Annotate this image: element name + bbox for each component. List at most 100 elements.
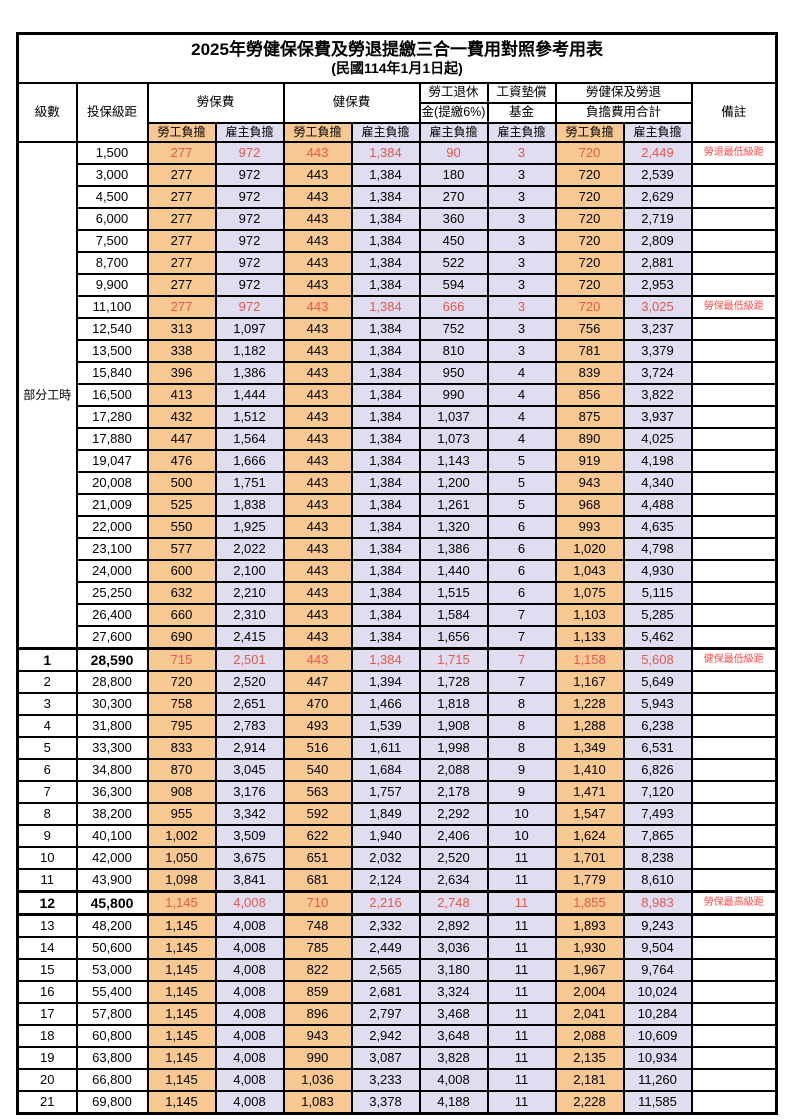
fund-employer-cell: 3	[486, 163, 557, 187]
total-worker-cell: 1,855	[554, 890, 625, 916]
total-employer-cell: 8,610	[622, 868, 693, 893]
table-row: 9 40,100 1,002 3,509 622 1,940 2,406 10 1,624 7,8…	[16, 824, 778, 848]
bracket-cell: 28,800	[75, 670, 149, 694]
total-employer-cell: 6,238	[622, 714, 693, 738]
health-worker-cell: 443	[282, 229, 353, 253]
health-employer-cell: 2,942	[350, 1024, 421, 1048]
fund-employer-cell: 8	[486, 692, 557, 716]
total-worker-cell: 839	[554, 361, 625, 385]
note-cell	[690, 361, 778, 385]
fund-employer-cell: 11	[486, 868, 557, 893]
bracket-cell: 63,800	[75, 1046, 149, 1070]
labor-employer-cell: 1,386	[214, 361, 285, 385]
fund-employer-cell: 10	[486, 802, 557, 826]
health-employer-cell: 1,384	[350, 295, 421, 319]
table-row: 2 28,800 720 2,520 447 1,394 1,728 7 1,167 5,649	[16, 670, 778, 694]
health-employer-cell: 1,384	[350, 625, 421, 650]
bracket-cell: 31,800	[75, 714, 149, 738]
fund-employer-cell: 6	[486, 515, 557, 539]
health-employer-cell: 1,466	[350, 692, 421, 716]
bracket-cell: 43,900	[75, 868, 149, 893]
health-employer-cell: 1,384	[350, 361, 421, 385]
bracket-cell: 17,880	[75, 427, 149, 451]
table-row: 4 31,800 795 2,783 493 1,539 1,908 8 1,288 6,238	[16, 714, 778, 738]
total-worker-cell: 2,135	[554, 1046, 625, 1070]
fund-employer-cell: 4	[486, 383, 557, 407]
health-worker-cell: 443	[282, 361, 353, 385]
health-employer-cell: 1,384	[350, 185, 421, 209]
health-employer-cell: 1,384	[350, 559, 421, 583]
health-employer-cell: 3,378	[350, 1090, 421, 1115]
health-worker-cell: 592	[282, 802, 353, 826]
fund-employer-cell: 7	[486, 603, 557, 627]
level-cell: 16	[16, 980, 78, 1004]
total-worker-cell: 2,181	[554, 1068, 625, 1092]
pension-employer-cell: 180	[418, 163, 489, 187]
pension-employer-cell: 522	[418, 251, 489, 275]
fund-employer-cell: 9	[486, 758, 557, 782]
pension-employer-cell: 3,828	[418, 1046, 489, 1070]
total-employer-cell: 5,943	[622, 692, 693, 716]
total-employer-cell: 4,488	[622, 493, 693, 517]
note-cell	[690, 273, 778, 297]
health-worker-cell: 563	[282, 780, 353, 804]
total-worker-cell: 1,410	[554, 758, 625, 782]
table-row: 18 60,800 1,145 4,008 943 2,942 3,648 11 2,088 10…	[16, 1024, 778, 1048]
health-worker-cell: 516	[282, 736, 353, 760]
header-level: 級數	[16, 82, 78, 143]
labor-employer-cell: 2,501	[214, 647, 285, 672]
labor-employer-cell: 1,182	[214, 339, 285, 363]
total-worker-cell: 1,103	[554, 603, 625, 627]
total-worker-cell: 720	[554, 185, 625, 209]
total-worker-cell: 720	[554, 141, 625, 165]
health-worker-cell: 443	[282, 163, 353, 187]
level-cell: 3	[16, 692, 78, 716]
bracket-cell: 27,600	[75, 625, 149, 650]
total-employer-cell: 5,649	[622, 670, 693, 694]
total-worker-cell: 720	[554, 251, 625, 275]
note-cell	[690, 846, 778, 870]
labor-employer-cell: 1,512	[214, 405, 285, 429]
health-employer-cell: 1,384	[350, 449, 421, 473]
labor-worker-cell: 632	[146, 581, 217, 605]
labor-employer-cell: 3,675	[214, 846, 285, 870]
total-worker-cell: 875	[554, 405, 625, 429]
labor-employer-cell: 4,008	[214, 1090, 285, 1115]
bracket-cell: 7,500	[75, 229, 149, 253]
labor-worker-cell: 833	[146, 736, 217, 760]
table-row: 21,009 525 1,838 443 1,384 1,261 5 968 4,488	[18, 493, 778, 517]
note-cell	[690, 958, 778, 982]
note-cell	[690, 714, 778, 738]
health-employer-cell: 1,384	[350, 339, 421, 363]
health-worker-cell: 443	[282, 581, 353, 605]
note-cell: 勞保最低級距	[690, 295, 778, 319]
table-row: 16 55,400 1,145 4,008 859 2,681 3,324 11 2,004 10…	[16, 980, 778, 1004]
total-employer-cell: 5,115	[622, 581, 693, 605]
header-wage-fund-line1: 工資墊償	[486, 82, 557, 104]
note-cell	[690, 980, 778, 1004]
fund-employer-cell: 8	[486, 714, 557, 738]
total-worker-cell: 720	[554, 295, 625, 319]
health-employer-cell: 2,681	[350, 980, 421, 1004]
labor-employer-cell: 2,415	[214, 625, 285, 650]
fund-employer-cell: 3	[486, 317, 557, 341]
total-worker-cell: 968	[554, 493, 625, 517]
pension-employer-cell: 360	[418, 207, 489, 231]
pension-employer-cell: 3,648	[418, 1024, 489, 1048]
health-employer-cell: 2,032	[350, 846, 421, 870]
total-employer-cell: 9,243	[622, 913, 693, 938]
table-header: 2025年勞健保保費及勞退提繳三合一費用對照參考用表 (民國114年1月1日起)…	[16, 32, 778, 143]
pension-employer-cell: 450	[418, 229, 489, 253]
page-subtitle: (民國114年1月1日起)	[331, 60, 463, 77]
health-employer-cell: 1,849	[350, 802, 421, 826]
pension-employer-cell: 950	[418, 361, 489, 385]
level-cell: 11	[16, 868, 78, 893]
labor-worker-cell: 313	[146, 317, 217, 341]
note-cell	[690, 383, 778, 407]
labor-worker-cell: 500	[146, 471, 217, 495]
total-employer-cell: 2,881	[622, 251, 693, 275]
bracket-cell: 20,008	[75, 471, 149, 495]
note-cell	[690, 559, 778, 583]
bracket-cell: 34,800	[75, 758, 149, 782]
health-employer-cell: 2,797	[350, 1002, 421, 1026]
